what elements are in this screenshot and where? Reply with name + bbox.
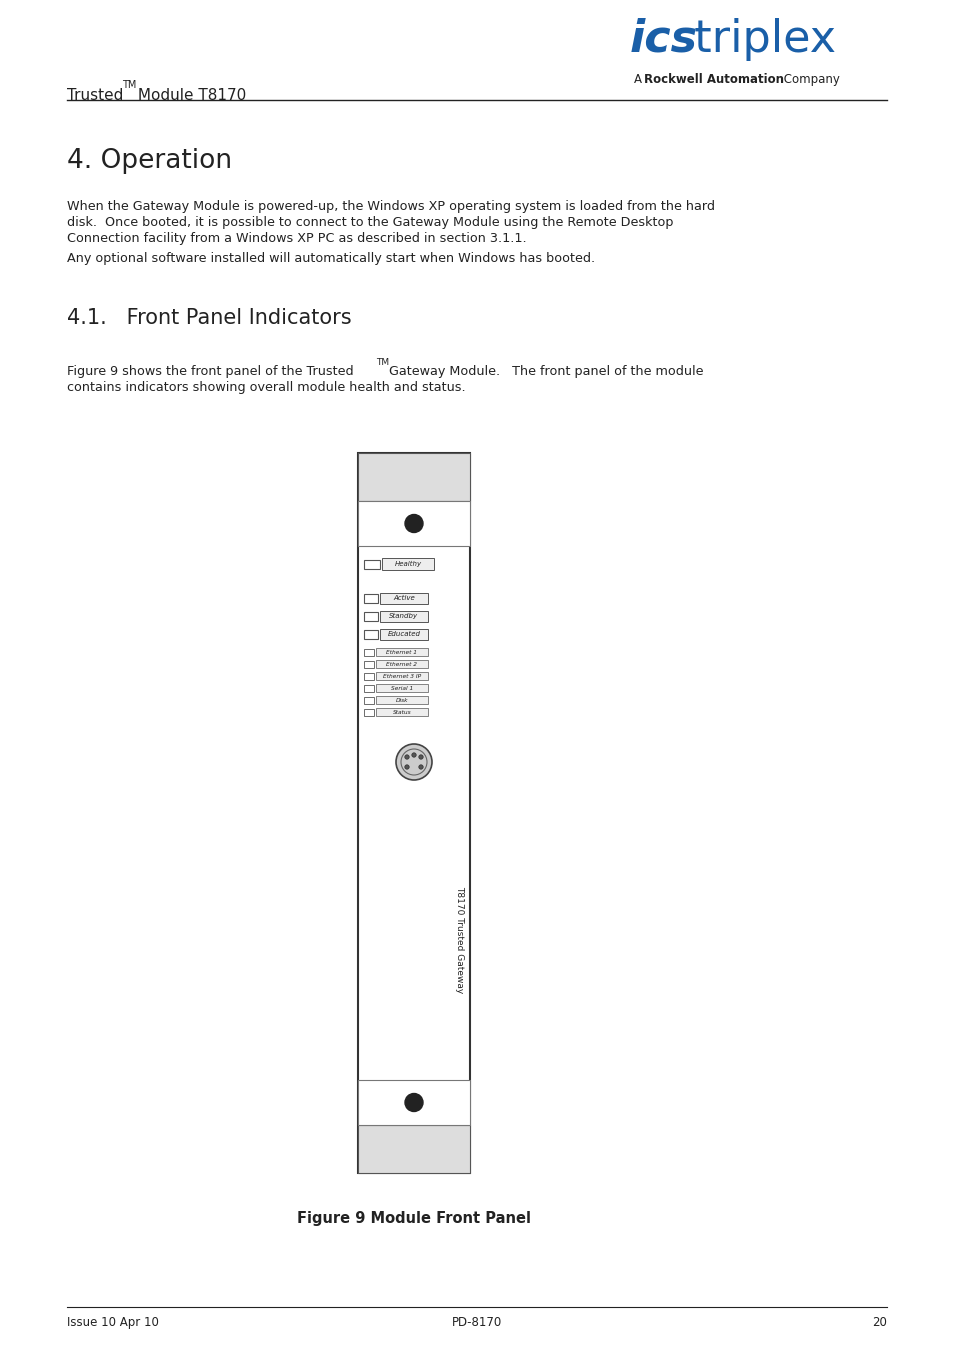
Bar [357,453,470,1173]
Bar [357,501,470,546]
Bar [379,628,428,639]
Bar [364,661,374,667]
Circle shape [404,755,409,759]
Text: triplex: triplex [679,18,835,61]
Text: Module T8170: Module T8170 [132,88,246,103]
Bar [375,696,428,704]
Text: TM: TM [122,80,136,91]
Text: Educated: Educated [387,631,420,638]
Text: Healthy: Healthy [394,561,421,567]
Text: Company: Company [780,73,839,86]
Bar [364,685,374,692]
Bar [364,630,377,639]
Bar [364,697,374,704]
Bar [379,611,428,621]
Text: Standby: Standby [389,613,418,619]
Text: disk.  Once booted, it is possible to connect to the Gateway Module using the Re: disk. Once booted, it is possible to con… [67,216,673,230]
Bar [357,1079,470,1125]
Text: TM: TM [375,358,389,367]
Bar [364,673,374,680]
Bar [357,1125,470,1173]
Circle shape [400,748,427,775]
Text: 20: 20 [871,1316,886,1329]
Bar [364,612,377,620]
Bar [379,593,428,604]
Text: A: A [634,73,645,86]
Text: Trusted: Trusted [67,88,123,103]
Circle shape [405,515,422,532]
Circle shape [418,755,423,759]
Text: 4. Operation: 4. Operation [67,149,232,174]
Text: Issue 10 Apr 10: Issue 10 Apr 10 [67,1316,159,1329]
Bar [375,661,428,667]
Circle shape [405,1093,422,1112]
Text: Status: Status [393,709,411,715]
Text: Disk: Disk [395,697,408,703]
Bar [357,453,470,501]
Circle shape [418,765,423,769]
Text: Connection facility from a Windows XP PC as described in section 3.1.1.: Connection facility from a Windows XP PC… [67,232,526,245]
Bar [375,708,428,716]
Bar [364,559,379,569]
Bar [364,648,374,655]
Text: Ethernet 1: Ethernet 1 [386,650,417,654]
Text: Figure 9 shows the front panel of the Trusted: Figure 9 shows the front panel of the Tr… [67,365,354,378]
Text: When the Gateway Module is powered-up, the Windows XP operating system is loaded: When the Gateway Module is powered-up, t… [67,200,714,213]
Text: contains indicators showing overall module health and status.: contains indicators showing overall modu… [67,381,465,394]
Bar [375,684,428,692]
Bar [375,648,428,657]
Text: PD-8170: PD-8170 [452,1316,501,1329]
Text: Active: Active [393,594,415,601]
Text: Ethernet 2: Ethernet 2 [386,662,417,666]
Text: T8170 Trusted Gateway: T8170 Trusted Gateway [455,886,464,993]
Circle shape [395,744,432,780]
Text: Gateway Module.   The front panel of the module: Gateway Module. The front panel of the m… [385,365,702,378]
Bar [364,593,377,603]
Circle shape [412,753,416,757]
Text: Figure 9 Module Front Panel: Figure 9 Module Front Panel [296,1210,531,1225]
Text: Any optional software installed will automatically start when Windows has booted: Any optional software installed will aut… [67,253,595,265]
Bar [364,708,374,716]
Bar [375,671,428,680]
Bar [381,558,434,570]
Text: Serial 1: Serial 1 [391,685,413,690]
Circle shape [404,765,409,769]
Text: Rockwell Automation: Rockwell Automation [643,73,783,86]
Text: ics: ics [629,18,698,61]
Text: Ethernet 3 IP: Ethernet 3 IP [382,674,420,678]
Text: 4.1.   Front Panel Indicators: 4.1. Front Panel Indicators [67,308,352,328]
